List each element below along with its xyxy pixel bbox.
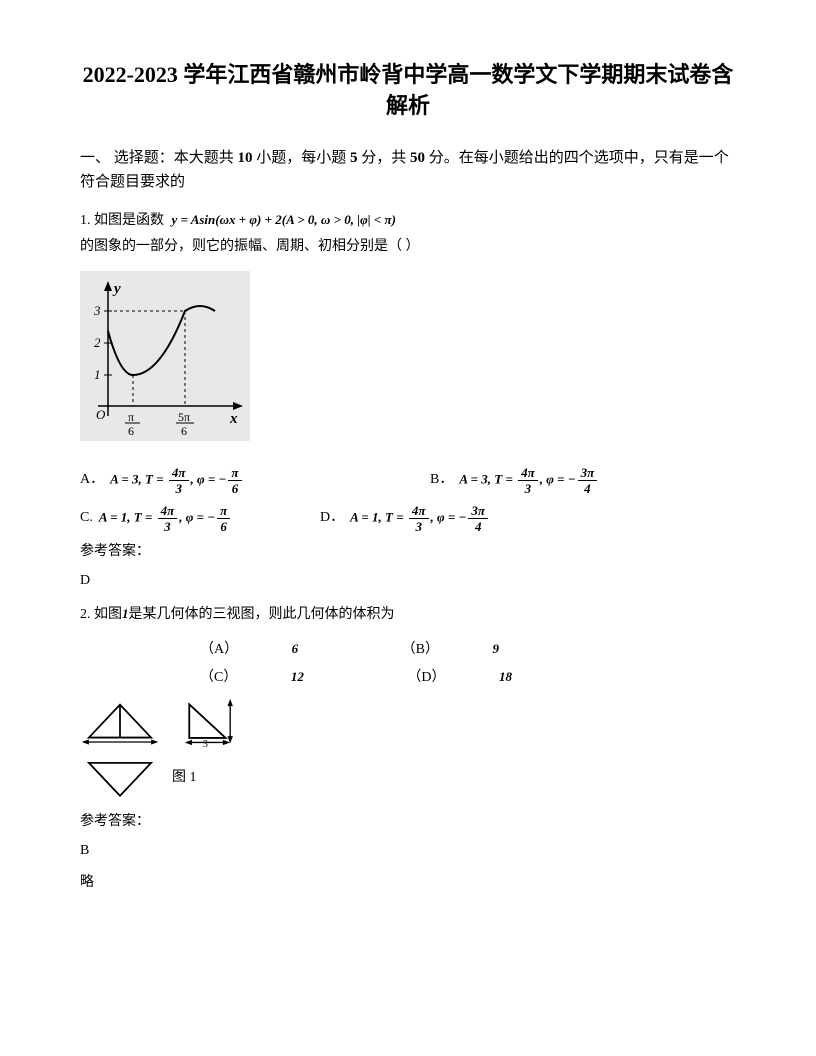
q1-answer: D <box>80 570 736 592</box>
option-b: （B） 9 <box>402 642 549 657</box>
svg-text:y: y <box>112 281 121 297</box>
q1-answer-label: 参考答案： <box>80 541 736 563</box>
option-label: A． <box>80 469 104 491</box>
option-a-expr: A = 3, T = 4π3, φ = −π6 <box>110 466 243 495</box>
option-d: D． A = 1, T = 4π3, φ = −3π4 <box>320 503 490 533</box>
points-each: 5 <box>350 150 358 166</box>
option-c: C. A = 1, T = 4π3, φ = −π6 <box>80 503 280 533</box>
svg-text:1: 1 <box>94 367 101 382</box>
option-d: （D） 18 <box>407 670 562 685</box>
q1-prefix: 1. 如图是函数 <box>80 213 164 228</box>
top-view <box>80 753 160 803</box>
svg-text:3: 3 <box>203 739 208 747</box>
q2-options: （A） 6 （B） 9 （C） 12 （D） 18 <box>200 639 736 690</box>
question-1: 1. 如图是函数 y = Asin(ωx + φ) + 2(A > 0, ω >… <box>80 208 736 261</box>
question-2: 2. 如图1是某几何体的三视图，则此几何体的体积为 <box>80 602 736 629</box>
option-c: （C） 12 <box>200 670 354 685</box>
section-text: 分，共 <box>361 150 406 166</box>
q2-suffix: 是某几何体的三视图，则此几何体的体积为 <box>129 607 395 622</box>
option-c-expr: A = 1, T = 4π3, φ = −π6 <box>99 504 232 533</box>
option-label: D． <box>320 507 344 529</box>
q2-note: 略 <box>80 872 736 894</box>
svg-text:6: 6 <box>128 424 134 438</box>
option-a: （A） 6 <box>200 642 348 657</box>
option-b-expr: A = 3, T = 4π3, φ = −3π4 <box>459 466 599 495</box>
q1-graph: 3 2 1 y x O π 6 5π 6 <box>80 271 736 449</box>
svg-text:2: 2 <box>94 335 101 350</box>
svg-text:6: 6 <box>181 424 187 438</box>
q1-formula: y = Asin(ωx + φ) + 2(A > 0, ω > 0, |φ| <… <box>168 208 400 233</box>
three-views: 3 图 1 <box>80 697 736 803</box>
geo-row-1: 3 <box>80 697 736 747</box>
q2-answer-label: 参考答案： <box>80 811 736 833</box>
q1-suffix: 的图象的一部分，则它的振幅、周期、初相分别是（ ） <box>80 239 420 254</box>
svg-text:π: π <box>128 410 134 424</box>
option-label: C. <box>80 507 93 529</box>
svg-text:5π: 5π <box>178 410 190 424</box>
geo-row-2: 图 1 <box>80 753 736 803</box>
q2-prefix: 2. 如图 <box>80 607 122 622</box>
q1-options-row2: C. A = 1, T = 4π3, φ = −π6 D． A = 1, T =… <box>80 503 736 533</box>
option-label: B． <box>430 469 453 491</box>
q2-option-row: （C） 12 （D） 18 <box>200 667 736 689</box>
document-title: 2022-2023 学年江西省赣州市岭背中学高一数学文下学期期末试卷含解析 <box>80 60 736 122</box>
section-text: 小题，每小题 <box>256 150 346 166</box>
svg-text:x: x <box>229 411 238 427</box>
front-view <box>80 697 160 747</box>
figure-label: 图 1 <box>172 767 197 789</box>
svg-text:3: 3 <box>93 303 101 318</box>
q-count: 10 <box>238 150 253 166</box>
side-view: 3 <box>172 697 252 747</box>
option-a: A． A = 3, T = 4π3, φ = −π6 <box>80 465 390 495</box>
section-header: 一、 选择题：本大题共 10 小题，每小题 5 分，共 50 分。在每小题给出的… <box>80 146 736 194</box>
q2-answer: B <box>80 840 736 862</box>
option-b: B． A = 3, T = 4π3, φ = −3π4 <box>430 465 599 495</box>
sine-graph: 3 2 1 y x O π 6 5π 6 <box>80 271 250 441</box>
option-d-expr: A = 1, T = 4π3, φ = −3π4 <box>350 504 490 533</box>
section-text: 一、 选择题：本大题共 <box>80 150 234 166</box>
q1-options-row1: A． A = 3, T = 4π3, φ = −π6 B． A = 3, T =… <box>80 465 736 495</box>
points-total: 50 <box>410 150 425 166</box>
q2-option-row: （A） 6 （B） 9 <box>200 639 736 661</box>
svg-text:O: O <box>96 407 106 422</box>
